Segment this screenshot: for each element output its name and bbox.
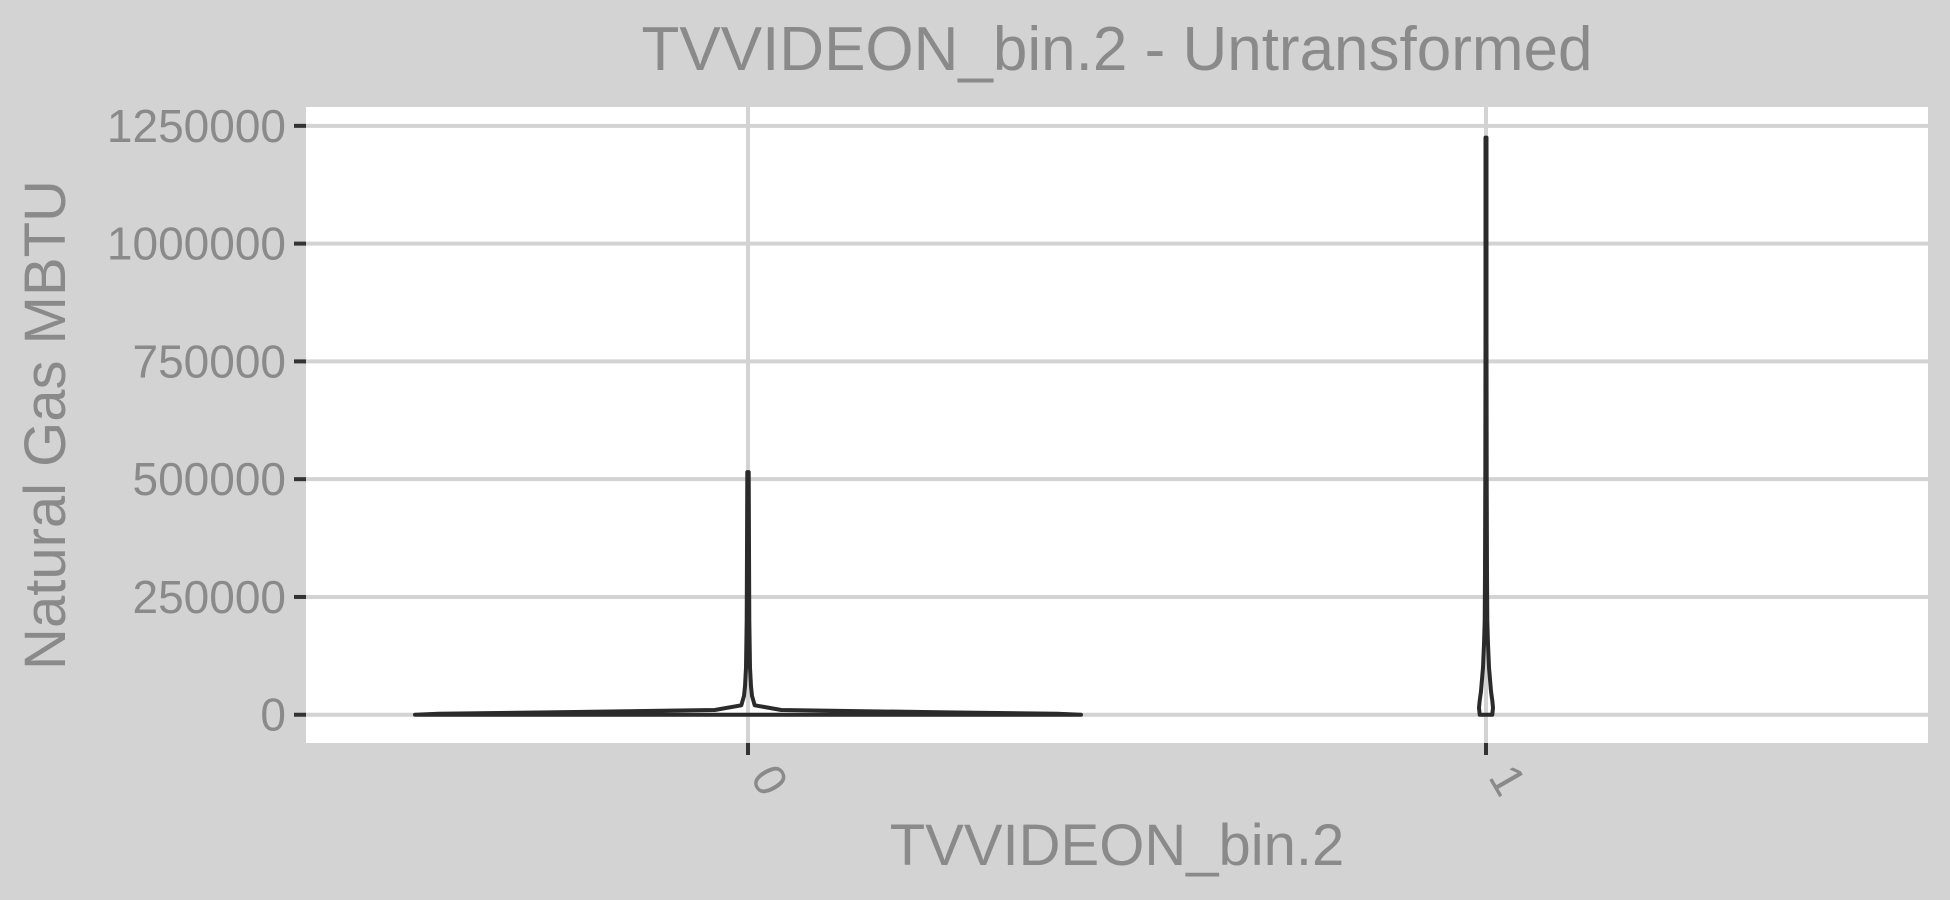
violin-1 [1477, 135, 1495, 717]
violin-0 [413, 470, 1083, 717]
x-axis-title: TVVIDEON_bin.2 [890, 813, 1345, 878]
y-tick-label-4: 1000000 [107, 218, 286, 270]
y-tick-label-5: 1250000 [107, 100, 286, 152]
violins [413, 135, 1495, 717]
y-tick-label-3: 750000 [133, 335, 287, 387]
plot-panel [306, 107, 1928, 743]
y-tick-label-0: 0 [260, 689, 286, 741]
y-tick-label-2: 500000 [133, 453, 287, 505]
y-axis: 0 250000 500000 750000 1000000 1250000 [107, 100, 306, 741]
y-axis-title: Natural Gas MBTU [13, 180, 78, 670]
y-tick-label-1: 250000 [133, 571, 287, 623]
chart-title: TVVIDEON_bin.2 - Untransformed [641, 15, 1592, 84]
